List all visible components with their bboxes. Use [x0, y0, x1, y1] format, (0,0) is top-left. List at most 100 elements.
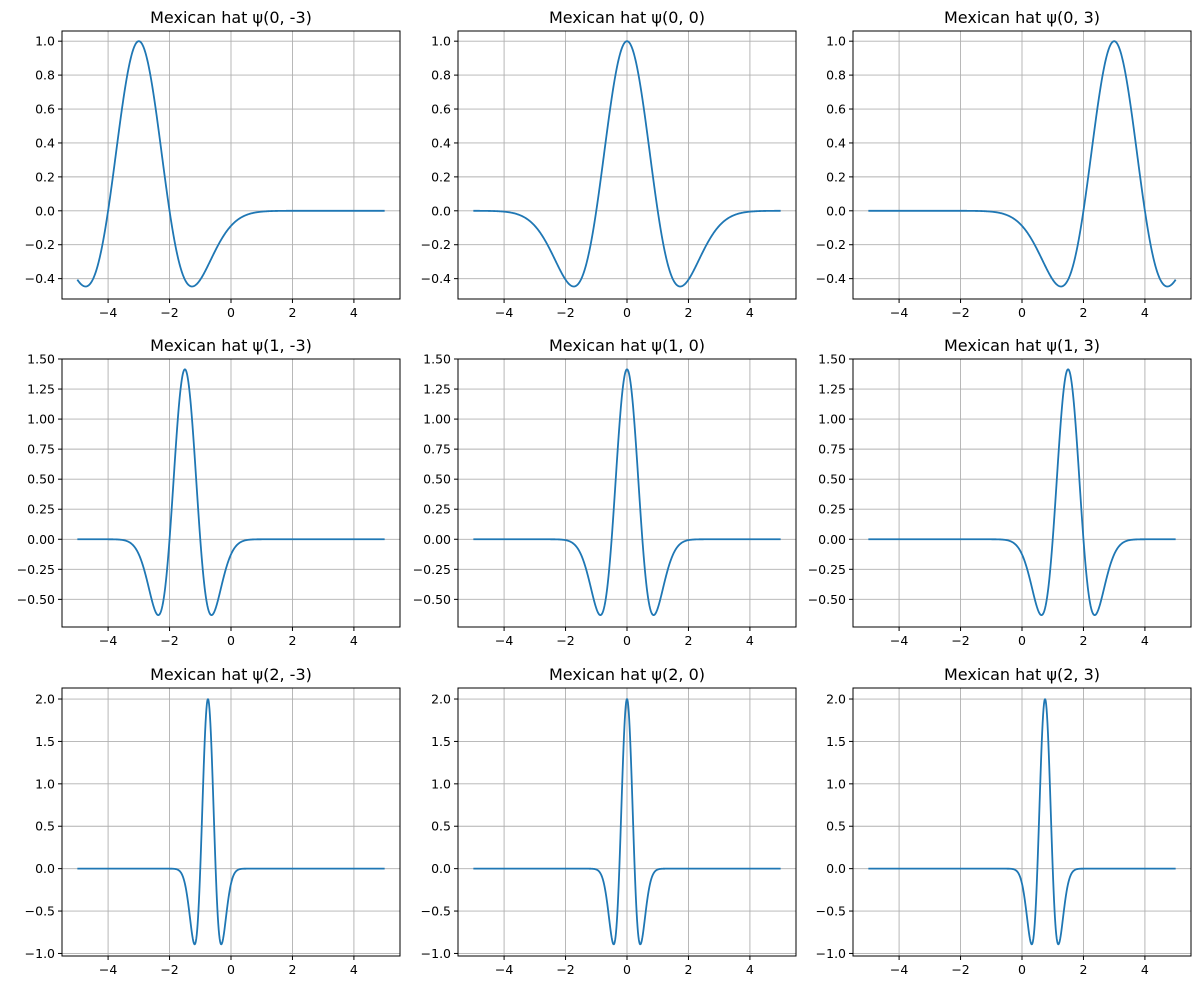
x-tick-label: −2 — [556, 633, 574, 648]
wavelet-line — [76, 368, 386, 616]
subplot-title: Mexican hat ψ(1, 3) — [944, 336, 1100, 355]
y-tick-label: 1.50 — [27, 352, 55, 367]
x-tick-label: −2 — [556, 962, 574, 977]
y-tick-label: 0.6 — [826, 102, 846, 117]
x-tick-label: −4 — [99, 305, 117, 320]
subplot-title: Mexican hat ψ(2, -3) — [150, 665, 312, 684]
subplot-9: Mexican hat ψ(2, 3) −4 −2 0 2 4 −1.0 −0.5 0.0 0.5… — [816, 665, 1192, 977]
x-tick-label: −4 — [890, 633, 908, 648]
wavelet-line — [472, 368, 782, 616]
y-tick-label: −0.5 — [816, 904, 846, 919]
x-tick-label: 2 — [288, 633, 296, 648]
subplot-title: Mexican hat ψ(0, 3) — [944, 8, 1100, 27]
subplot-6: Mexican hat ψ(1, 3) −4 −2 0 2 4 −0.50 −0.25 0.00… — [808, 336, 1192, 648]
y-tick-label: 2.0 — [826, 692, 846, 707]
x-tick-label: 4 — [746, 633, 754, 648]
y-tick-label: 0.8 — [431, 68, 451, 83]
y-tick-label: 1.25 — [423, 382, 451, 397]
y-tick-label: 1.0 — [431, 776, 451, 791]
y-tick-label: 0.00 — [818, 532, 846, 547]
x-tick-label: 0 — [623, 962, 631, 977]
x-tick-label: 0 — [227, 305, 235, 320]
y-tick-label: 0.0 — [826, 861, 846, 876]
x-tick-label: −4 — [890, 305, 908, 320]
x-tick-label: −4 — [495, 962, 513, 977]
y-tick-label: 1.25 — [27, 382, 55, 397]
y-tick-label: 1.0 — [826, 34, 846, 49]
x-tick-label: −4 — [495, 633, 513, 648]
x-tick-label: 0 — [1018, 633, 1026, 648]
x-tick-label: 4 — [350, 633, 358, 648]
x-tick-label: 2 — [684, 633, 692, 648]
y-tick-label: 0.0 — [35, 861, 55, 876]
y-tick-label: 0.00 — [423, 532, 451, 547]
x-tick-label: 4 — [350, 962, 358, 977]
y-tick-label: 0.0 — [431, 203, 451, 218]
y-tick-label: −0.25 — [17, 562, 55, 577]
subplot-title: Mexican hat ψ(1, 0) — [549, 336, 705, 355]
subplot-5: Mexican hat ψ(1, 0) −4 −2 0 2 4 −0.50 −0.25 0.00… — [413, 336, 797, 648]
x-tick-label: 4 — [746, 305, 754, 320]
x-tick-label: 2 — [1079, 633, 1087, 648]
y-tick-label: −1.0 — [816, 946, 846, 961]
y-tick-label: 1.50 — [818, 352, 846, 367]
x-tick-label: −4 — [495, 305, 513, 320]
x-tick-label: 2 — [288, 305, 296, 320]
y-tick-label: 0.4 — [431, 135, 451, 150]
y-tick-label: −0.2 — [421, 237, 451, 252]
x-tick-label: 4 — [1141, 633, 1149, 648]
y-tick-label: 2.0 — [431, 692, 451, 707]
y-tick-label: 0.0 — [431, 861, 451, 876]
x-tick-label: 2 — [288, 962, 296, 977]
x-tick-label: 2 — [1079, 305, 1087, 320]
y-tick-label: 2.0 — [35, 692, 55, 707]
y-tick-label: 1.0 — [431, 34, 451, 49]
y-tick-label: 1.0 — [35, 776, 55, 791]
x-tick-label: 4 — [746, 962, 754, 977]
x-tick-label: 4 — [1141, 962, 1149, 977]
x-tick-label: 2 — [684, 305, 692, 320]
x-tick-label: −2 — [160, 633, 178, 648]
y-tick-label: 0.5 — [826, 819, 846, 834]
y-tick-label: 0.25 — [423, 502, 451, 517]
y-tick-label: 0.4 — [35, 135, 55, 150]
x-tick-label: −2 — [951, 305, 969, 320]
y-tick-label: 0.75 — [423, 442, 451, 457]
y-tick-label: 1.5 — [431, 734, 451, 749]
y-tick-label: −0.4 — [25, 271, 55, 286]
subplot-8: Mexican hat ψ(2, 0) −4 −2 0 2 4 −1.0 −0.5 0.0 0.5… — [421, 665, 797, 977]
y-tick-label: 1.0 — [826, 776, 846, 791]
x-tick-label: 0 — [1018, 962, 1026, 977]
y-tick-label: 1.00 — [27, 412, 55, 427]
y-tick-label: −0.5 — [421, 904, 451, 919]
x-tick-label: −2 — [160, 962, 178, 977]
wavelet-line — [472, 698, 782, 946]
y-tick-label: 0.50 — [818, 472, 846, 487]
x-tick-label: −4 — [99, 962, 117, 977]
x-tick-label: 2 — [684, 962, 692, 977]
subplot-title: Mexican hat ψ(0, -3) — [150, 8, 312, 27]
y-tick-label: 0.50 — [423, 472, 451, 487]
subplot-title: Mexican hat ψ(0, 0) — [549, 8, 705, 27]
x-tick-label: 0 — [623, 305, 631, 320]
subplot-3: Mexican hat ψ(0, 3) −4 −2 0 2 4 −0.4 −0.2 0.0 0.2… — [816, 8, 1192, 320]
y-tick-label: 0.25 — [27, 502, 55, 517]
y-tick-label: −0.25 — [808, 562, 846, 577]
y-tick-label: −0.5 — [25, 904, 55, 919]
x-tick-label: 0 — [1018, 305, 1026, 320]
y-tick-label: −0.25 — [413, 562, 451, 577]
y-tick-label: 0.2 — [431, 169, 451, 184]
wavelet-line — [76, 698, 386, 946]
y-tick-label: 0.2 — [826, 169, 846, 184]
x-tick-label: 0 — [623, 633, 631, 648]
x-tick-label: 0 — [227, 962, 235, 977]
x-tick-label: −2 — [160, 305, 178, 320]
subplot-4: Mexican hat ψ(1, -3) −4 −2 0 2 4 −0.50 −0.25 0.0… — [17, 336, 401, 648]
x-tick-label: 2 — [1079, 962, 1087, 977]
x-tick-label: −2 — [951, 633, 969, 648]
y-tick-label: 0.0 — [35, 203, 55, 218]
y-tick-label: 0.6 — [431, 102, 451, 117]
y-tick-label: 1.0 — [35, 34, 55, 49]
y-tick-label: 0.75 — [818, 442, 846, 457]
